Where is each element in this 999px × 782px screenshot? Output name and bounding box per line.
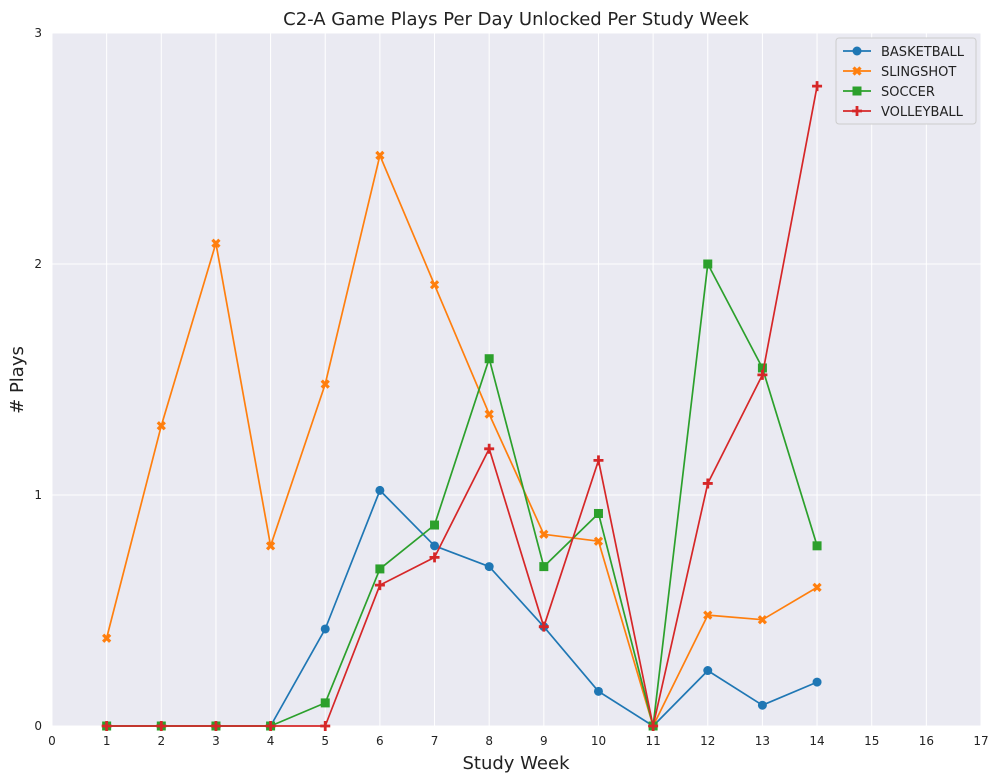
legend-marker-volleyball [852, 106, 862, 116]
legend-label-soccer: SOCCER [881, 85, 935, 100]
data-point-slingshot [812, 582, 822, 593]
data-point-basketball [757, 700, 767, 710]
data-point-soccer [593, 508, 603, 518]
data-point-volleyball [101, 721, 112, 731]
data-point-slingshot [539, 529, 549, 539]
data-point-basketball [593, 686, 603, 696]
data-point-volleyball [374, 580, 385, 591]
legend: BASKETBALL SLINGSHOT SOCCER VOLLEYBALL [835, 37, 977, 125]
series-volleyball [101, 81, 823, 731]
x-tick-label: 2 [157, 734, 165, 748]
x-tick-label: 1 [103, 734, 111, 748]
legend-entry-slingshot: SLINGSHOT [843, 65, 956, 80]
data-point-slingshot [375, 150, 385, 161]
series-group [101, 81, 823, 731]
y-axis-title: # Plays [7, 346, 28, 414]
data-point-slingshot [593, 536, 604, 546]
data-point-soccer [375, 564, 385, 574]
legend-box [835, 37, 977, 125]
data-point-volleyball [757, 369, 768, 380]
x-tick-label: 6 [376, 734, 384, 748]
y-tick-label: 3 [34, 26, 42, 40]
data-point-basketball [430, 541, 440, 551]
data-point-slingshot [102, 633, 112, 643]
y-tick-label: 1 [34, 488, 42, 502]
y-tick-label: 2 [34, 257, 42, 271]
x-tick-labels: 0 1 2 3 4 5 6 7 8 9 10 11 12 13 14 15 16 17 [48, 734, 988, 748]
data-point-volleyball [210, 721, 221, 731]
legend-label-slingshot: SLINGSHOT [881, 65, 956, 80]
x-tick-label: 10 [591, 734, 606, 748]
data-point-slingshot [703, 610, 713, 620]
data-point-basketball [703, 666, 713, 676]
x-tick-label: 11 [645, 734, 660, 748]
x-axis-title: Study Week [462, 753, 570, 774]
legend-marker-basketball [852, 46, 862, 56]
data-point-soccer [484, 354, 494, 364]
data-point-basketball [484, 562, 494, 572]
data-point-slingshot [484, 409, 494, 419]
x-tick-label: 5 [321, 734, 329, 748]
data-point-volleyball [648, 721, 659, 731]
data-point-soccer [320, 698, 330, 708]
x-tick-label: 16 [919, 734, 934, 748]
legend-marker-soccer [852, 86, 862, 96]
x-tick-label: 4 [267, 734, 275, 748]
data-point-slingshot [757, 615, 768, 625]
y-tick-labels: 0 1 2 3 [34, 26, 42, 733]
data-point-slingshot [156, 421, 166, 431]
x-tick-label: 15 [864, 734, 879, 748]
data-point-volleyball [265, 721, 276, 731]
y-tick-label: 0 [34, 719, 42, 733]
series-line-volleyball [106, 85, 818, 727]
data-point-volleyball [702, 478, 713, 489]
x-tick-label: 14 [809, 734, 824, 748]
x-tick-label: 12 [700, 734, 715, 748]
x-tick-label: 9 [540, 734, 548, 748]
data-point-slingshot [320, 379, 330, 389]
legend-label-basketball: BASKETBALL [881, 45, 965, 60]
x-tick-label: 3 [212, 734, 220, 748]
data-point-slingshot [211, 238, 221, 248]
x-tick-label: 17 [973, 734, 988, 748]
legend-marker-slingshot [852, 66, 862, 76]
chart-title: C2-A Game Plays Per Day Unlocked Per Stu… [283, 9, 749, 30]
x-tick-label: 7 [431, 734, 439, 748]
x-tick-label: 13 [755, 734, 770, 748]
data-point-volleyball [429, 552, 440, 563]
data-point-volleyball [538, 621, 549, 632]
data-point-basketball [320, 624, 330, 634]
data-point-soccer [757, 363, 767, 373]
legend-entry-basketball: BASKETBALL [843, 45, 965, 60]
series-line-slingshot [105, 154, 818, 727]
x-tick-label: 8 [485, 734, 493, 748]
data-point-soccer [812, 541, 822, 551]
legend-entry-volleyball: VOLLEYBALL [843, 105, 964, 120]
data-point-basketball [812, 677, 822, 687]
data-point-volleyball [593, 455, 604, 466]
data-point-volleyball [812, 81, 823, 92]
legend-label-volleyball: VOLLEYBALL [881, 105, 964, 120]
x-tick-label: 0 [48, 734, 56, 748]
legend-entry-soccer: SOCCER [843, 85, 935, 100]
data-point-volleyball [484, 443, 495, 454]
data-point-soccer [539, 562, 549, 572]
data-point-slingshot [429, 280, 440, 290]
data-point-soccer [703, 259, 713, 269]
data-point-basketball [375, 485, 385, 495]
plot-area [52, 33, 981, 726]
data-point-soccer [430, 520, 440, 530]
data-point-volleyball [320, 721, 331, 731]
data-point-slingshot [265, 541, 276, 551]
data-point-volleyball [156, 721, 167, 731]
